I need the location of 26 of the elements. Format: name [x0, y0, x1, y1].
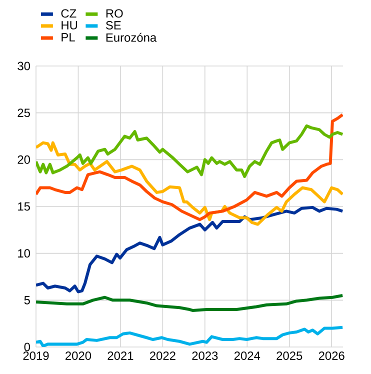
x-tick-label: 2022: [150, 352, 176, 360]
legend-label: SE: [106, 21, 121, 30]
y-tick-label: 0: [24, 342, 30, 352]
x-tick-label: 2025: [276, 352, 302, 360]
legend-label: HU: [62, 21, 78, 30]
x-tick-label: 2026: [318, 352, 344, 360]
legend-label: RO: [106, 9, 123, 18]
y-tick-label: 15: [18, 202, 30, 211]
legend-label: CZ: [61, 9, 76, 18]
line-series: [36, 113, 343, 222]
line-series: [36, 124, 343, 178]
legend-label: Eurozóna: [106, 32, 157, 42]
x-tick-label: 2021: [108, 352, 134, 360]
x-tick-label: 2023: [192, 352, 218, 360]
y-tick-label: 20: [18, 155, 30, 164]
legend-label: PL: [62, 33, 75, 42]
y-tick-label: 25: [18, 108, 30, 118]
x-tick-label: 2019: [23, 352, 49, 360]
x-tick-label: 2024: [234, 352, 260, 360]
line-series: [36, 206, 343, 294]
x-tick-label: 2020: [66, 352, 92, 360]
y-tick-label: 5: [24, 296, 30, 304]
line-series: [36, 141, 343, 226]
y-tick-label: 10: [18, 249, 30, 258]
line-series: [36, 294, 343, 312]
y-tick-label: 30: [18, 62, 30, 70]
